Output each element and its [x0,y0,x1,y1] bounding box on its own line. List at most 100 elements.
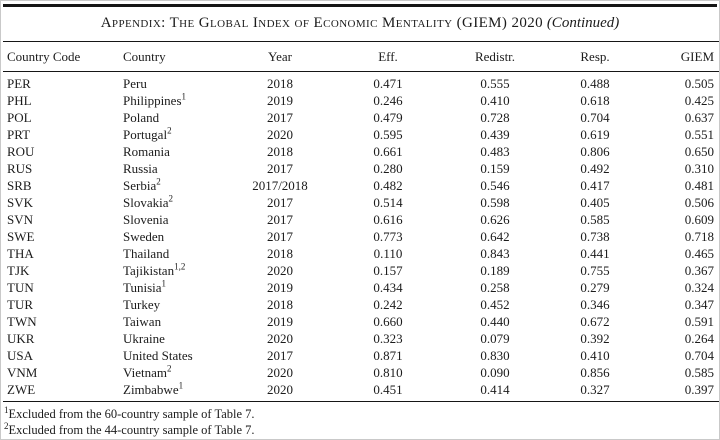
resp-cell: 0.327 [580,382,610,397]
header-year: Year [244,41,316,72]
footnote-marker: 2 [4,420,9,431]
country-code-cell: SWE [7,229,35,244]
redistr-cell: 0.258 [480,280,510,295]
resp-cell: 0.704 [580,110,610,125]
country-cell: Sweden [123,229,165,244]
resp-cell: 0.279 [580,280,610,295]
header-country: Country [123,41,244,72]
footnotes: 1Excluded from the 60-country sample of … [4,404,719,438]
country-code-cell: TUN [7,280,34,295]
redistr-cell: 0.728 [480,110,510,125]
country-cell: Slovakia2 [123,193,173,210]
resp-cell: 0.755 [580,263,610,278]
table-row: TWN Taiwan 2019 0.660 0.440 0.672 0.591 [3,313,719,330]
redistr-cell: 0.159 [480,161,510,176]
giem-cell: 0.551 [684,127,714,142]
country-cell: Tajikistan1,2 [123,261,186,278]
country-cell: Philippines1 [123,91,187,108]
eff-cell: 0.479 [373,110,403,125]
header-eff: Eff. [316,41,460,72]
country-cell: Slovenia [123,212,169,227]
header-redistr: Redistr. [460,41,530,72]
table-row: SWE Sweden 2017 0.773 0.642 0.738 0.718 [3,228,719,245]
redistr-cell: 0.830 [480,348,510,363]
table-row: SVN Slovenia 2017 0.616 0.626 0.585 0.609 [3,211,719,228]
resp-cell: 0.619 [580,127,610,142]
eff-cell: 0.471 [373,76,403,91]
table-row: POL Poland 2017 0.479 0.728 0.704 0.637 [3,109,719,126]
table-row: PRT Portugal2 2020 0.595 0.439 0.619 0.551 [3,126,719,143]
footnote: 1Excluded from the 60-country sample of … [4,404,255,421]
giem-cell: 0.704 [684,348,714,363]
country-cell: Russia [123,161,158,176]
resp-cell: 0.410 [580,348,610,363]
giem-cell: 0.506 [684,195,714,210]
resp-cell: 0.488 [580,76,610,91]
year-cell: 2018 [267,246,293,261]
redistr-cell: 0.555 [480,76,510,91]
redistr-cell: 0.410 [480,93,510,108]
header-country-code: Country Code [3,41,123,72]
title-main: Appendix: The Global Index of Economic M… [100,15,544,31]
year-cell: 2017 [267,229,293,244]
redistr-cell: 0.626 [480,212,510,227]
footnote-marker: 1 [178,380,184,391]
table-row: PER Peru 2018 0.471 0.555 0.488 0.505 [3,72,719,93]
redistr-cell: 0.090 [480,365,510,380]
year-cell: 2018 [267,144,293,159]
year-cell: 2020 [267,263,293,278]
table-row: THA Thailand 2018 0.110 0.843 0.441 0.465 [3,245,719,262]
eff-cell: 0.871 [373,348,403,363]
footnote-marker: 1 [181,91,187,102]
country-code-cell: UKR [7,331,35,346]
year-cell: 2018 [267,76,293,91]
eff-cell: 0.242 [373,297,403,312]
redistr-cell: 0.452 [480,297,510,312]
country-code-cell: PRT [7,127,31,142]
country-cell: Peru [123,76,147,91]
country-cell: Turkey [123,297,161,312]
giem-cell: 0.637 [684,110,714,125]
table-row: UKR Ukraine 2020 0.323 0.079 0.392 0.264 [3,330,719,347]
year-cell: 2017/2018 [252,178,308,193]
giem-cell: 0.465 [684,246,714,261]
year-cell: 2017 [267,161,293,176]
footnote-marker: 1 [4,404,9,415]
redistr-cell: 0.843 [480,246,510,261]
table-row: TJK Tajikistan1,2 2020 0.157 0.189 0.755 0.367 [3,262,719,279]
country-cell: Serbia2 [123,176,161,193]
year-cell: 2018 [267,297,293,312]
footnote-marker: 2 [167,125,172,136]
resp-cell: 0.856 [580,365,610,380]
redistr-cell: 0.483 [480,144,510,159]
eff-cell: 0.595 [373,127,403,142]
country-code-cell: SVK [7,195,34,210]
country-code-cell: RUS [7,161,33,176]
redistr-cell: 0.598 [480,195,510,210]
table-row: RUS Russia 2017 0.280 0.159 0.492 0.310 [3,160,719,177]
country-code-cell: SVN [7,212,34,227]
country-code-cell: USA [7,348,34,363]
redistr-cell: 0.079 [480,331,510,346]
resp-cell: 0.738 [580,229,610,244]
resp-cell: 0.346 [580,297,610,312]
redistr-cell: 0.642 [480,229,510,244]
country-code-cell: PER [7,76,31,91]
year-cell: 2020 [267,127,293,142]
country-code-cell: ROU [7,144,35,159]
year-cell: 2019 [267,314,293,329]
country-code-cell: TUR [7,297,33,312]
resp-cell: 0.618 [580,93,610,108]
appendix-table-title: Appendix: The Global Index of Economic M… [1,7,719,33]
eff-cell: 0.246 [373,93,403,108]
giem-cell: 0.367 [684,263,714,278]
table-row: ZWE Zimbabwe1 2020 0.451 0.414 0.327 0.397 [3,381,719,402]
redistr-cell: 0.439 [480,127,510,142]
year-cell: 2017 [267,110,293,125]
year-cell: 2017 [267,195,293,210]
year-cell: 2017 [267,212,293,227]
footnote-marker: 1,2 [174,261,186,272]
eff-cell: 0.451 [373,382,403,397]
resp-cell: 0.392 [580,331,610,346]
